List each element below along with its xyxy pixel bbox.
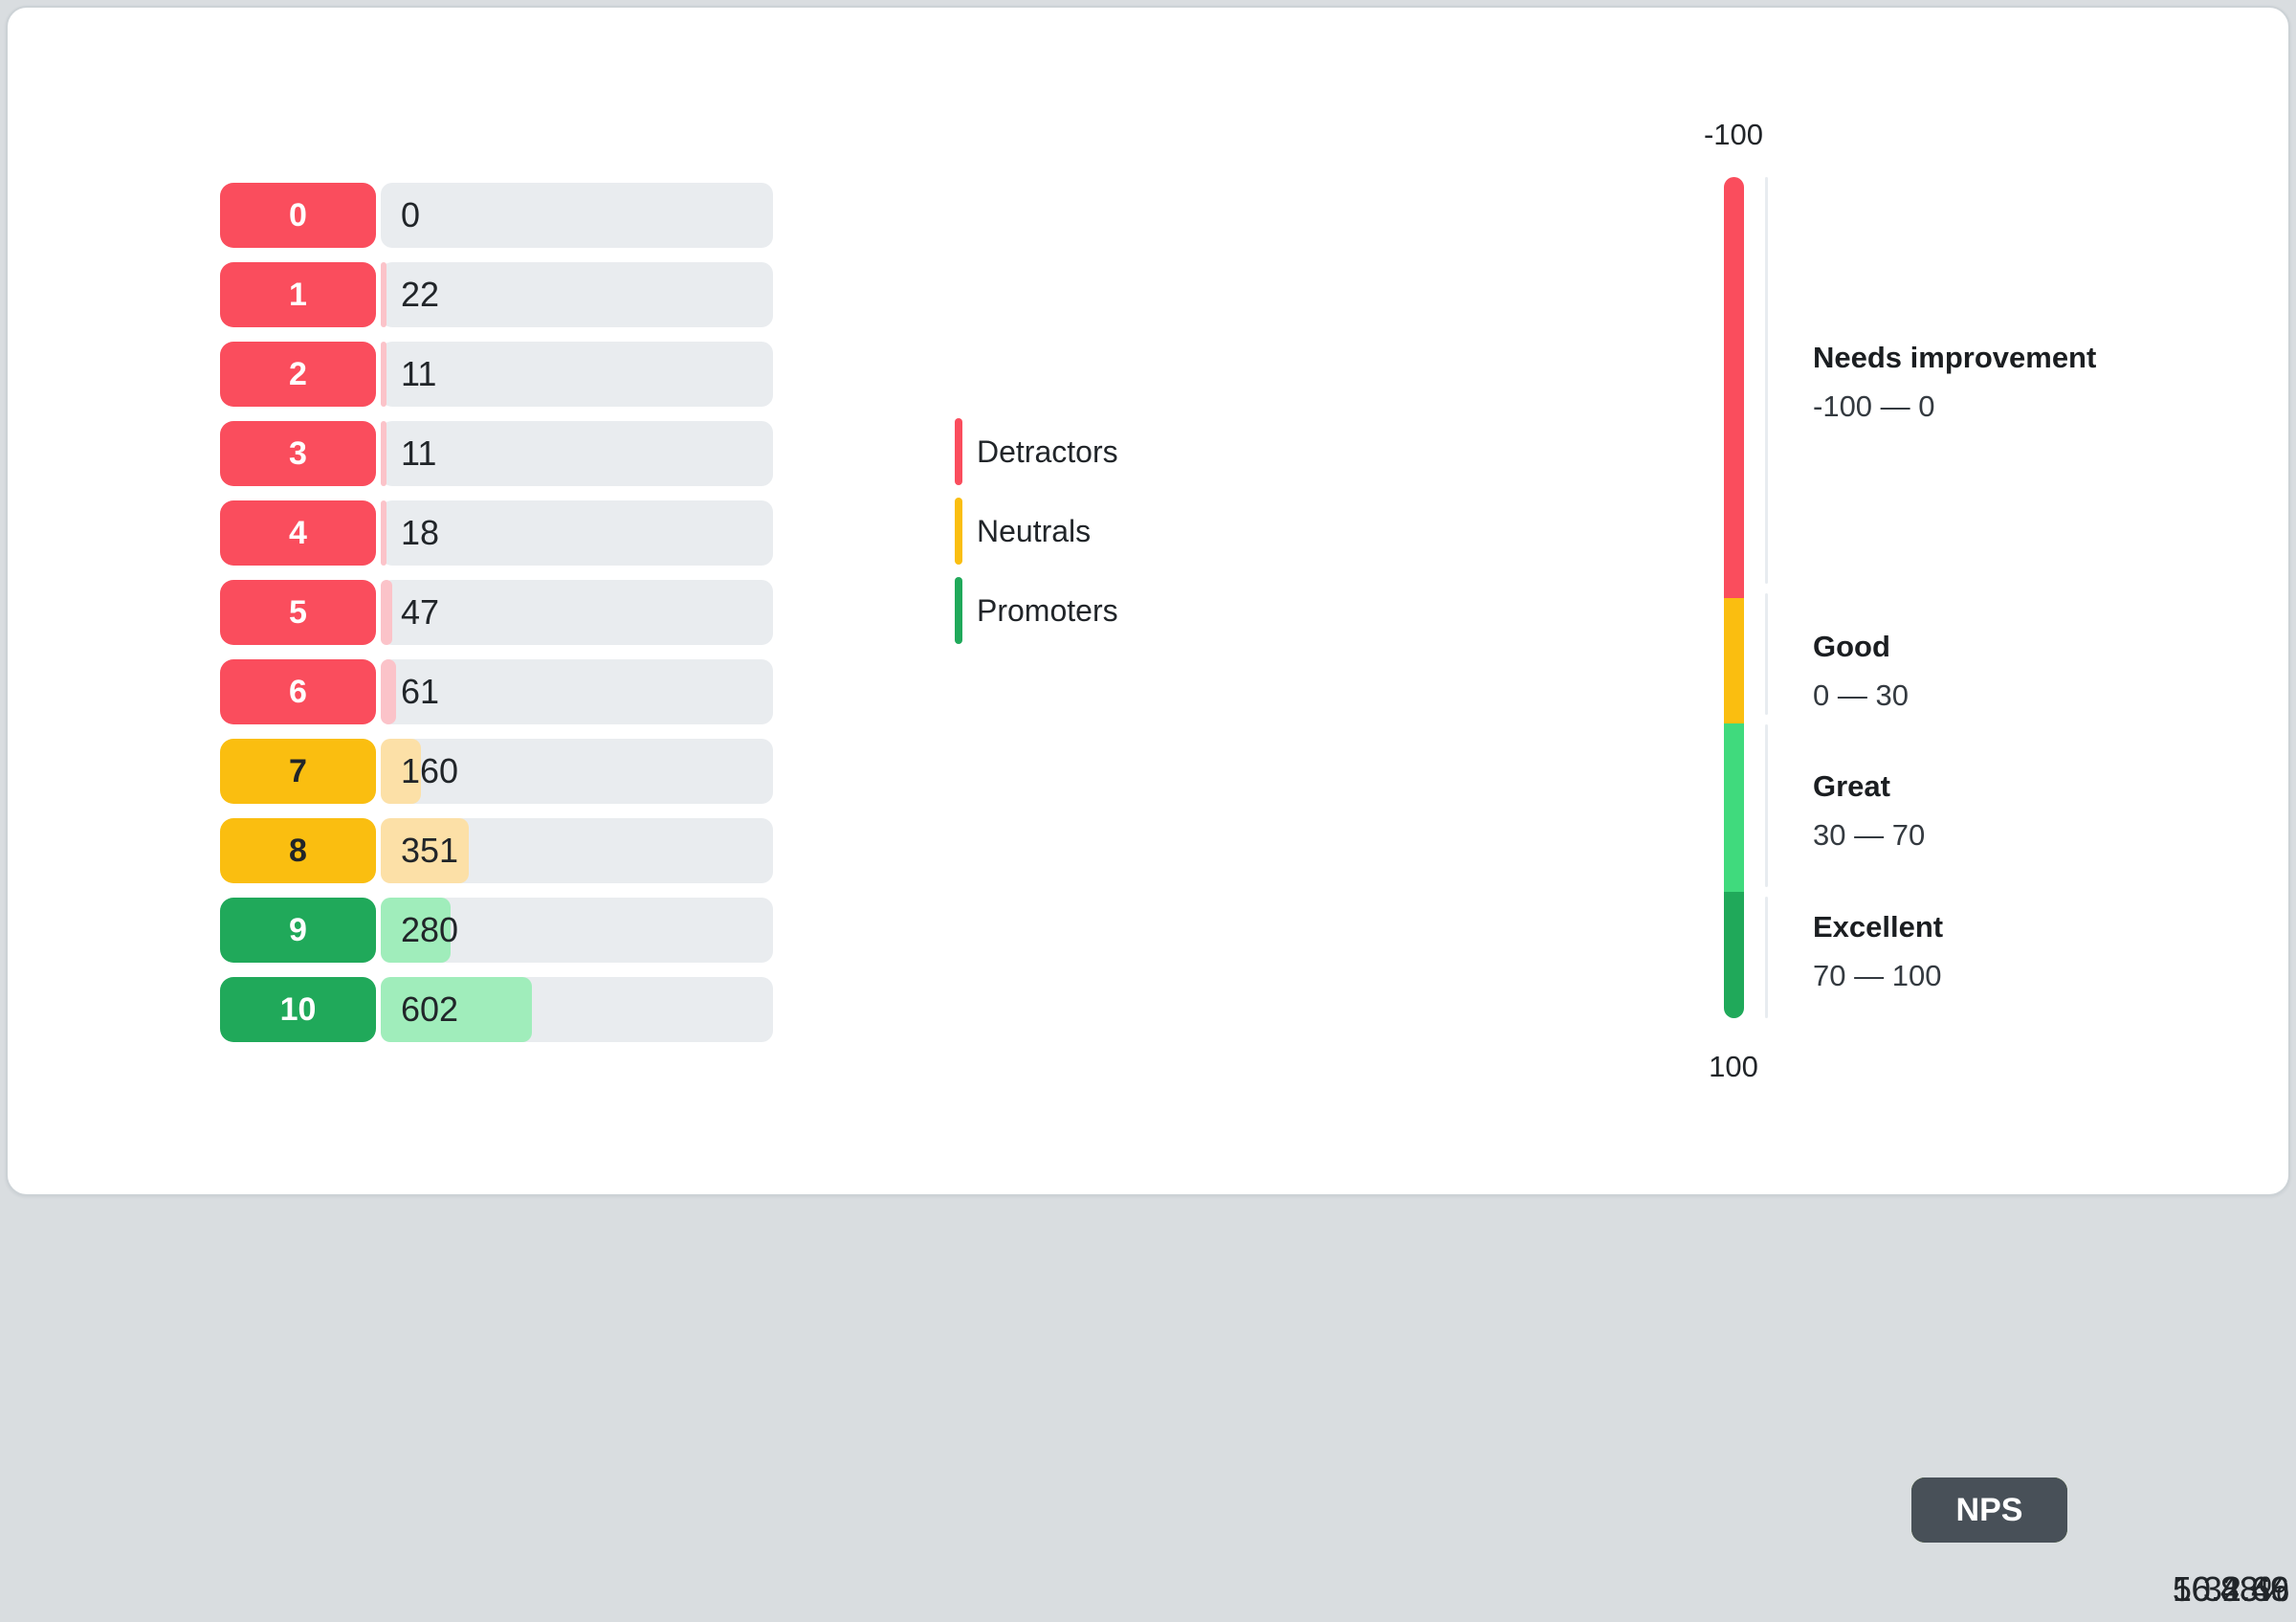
score-label: 0 [220, 183, 376, 248]
legend-label: Detractors [977, 433, 1118, 469]
legend-swatch-promoter [955, 577, 962, 644]
score-row: 5 47 [220, 580, 773, 645]
score-bar-fill [381, 262, 386, 327]
score-row: 9 280 [220, 898, 773, 963]
gauge-category: Good 0 — 30 [1813, 630, 1909, 713]
gauge-category-title: Needs improvement [1813, 341, 2097, 374]
score-bar-track: 351 [381, 818, 773, 883]
gauge-category-range: 30 — 70 [1813, 818, 1926, 852]
score-row: 4 18 [220, 500, 773, 566]
gauge-category: Needs improvement -100 — 0 [1813, 341, 2096, 424]
score-bar-value: 280 [401, 910, 459, 949]
gauge-segment [1724, 177, 1744, 598]
gauge-rail-segment [1765, 177, 1768, 584]
gauge-rail-segment [1765, 592, 1768, 715]
score-bar-track: 61 [381, 659, 773, 724]
gauge-category-title: Excellent [1813, 910, 1944, 944]
legend: Detractors Neutrals Promoters [955, 418, 1118, 644]
gauge-segment [1724, 723, 1744, 893]
score-bar-value: 47 [401, 592, 440, 632]
score-bar-value: 160 [401, 751, 459, 790]
score-bar-value: 11 [401, 433, 437, 473]
gauge-category: Excellent 70 — 100 [1813, 910, 1943, 993]
score-bar-track: 22 [381, 262, 773, 327]
gauge-segment [1724, 597, 1744, 724]
gauge-category-title: Good [1813, 630, 1890, 663]
score-bar-fill [381, 342, 386, 407]
score-label: 4 [220, 500, 376, 566]
nps-gauge-bar [1724, 177, 1744, 1018]
legend-item: Detractors [955, 418, 1118, 485]
gauge-category: Great 30 — 70 [1813, 769, 1925, 853]
score-label: 6 [220, 659, 376, 724]
score-bar-fill [381, 898, 452, 963]
gauge-rail-segment [1765, 723, 1768, 887]
legend-item: Promoters [955, 577, 1118, 644]
summary-label: NPS [1911, 1478, 2067, 1543]
score-row: 8 351 [220, 818, 773, 883]
score-bar-track: 11 [381, 421, 773, 486]
score-bar-fill [381, 739, 421, 804]
score-label: 10 [220, 977, 376, 1042]
summary-row: NPS 46 [1911, 1478, 2296, 1609]
score-bar-track: 18 [381, 500, 773, 566]
score-row: 3 11 [220, 421, 773, 486]
score-label: 3 [220, 421, 376, 486]
score-bar-track: 602 [381, 977, 773, 1042]
score-bar-track: 47 [381, 580, 773, 645]
gauge-min-label: 100 [1709, 1050, 1758, 1083]
score-bar-value: 351 [401, 831, 459, 870]
gauge-max-label: -100 [1703, 118, 1764, 151]
nps-gauge-rail [1765, 177, 1768, 1018]
score-row: 7 160 [220, 739, 773, 804]
score-bar-track: 160 [381, 739, 773, 804]
score-label: 8 [220, 818, 376, 883]
gauge-category-range: 0 — 30 [1813, 678, 1909, 712]
score-bar-fill [381, 818, 470, 883]
legend-label: Promoters [977, 592, 1118, 628]
gauge-category-range: -100 — 0 [1813, 389, 1935, 423]
legend-swatch-neutral [955, 498, 962, 565]
gauge-segment [1724, 892, 1744, 1018]
score-bar-value: 11 [401, 354, 437, 393]
score-bar-fill [381, 421, 386, 486]
score-bar-value: 18 [401, 513, 440, 552]
score-bar-fill [381, 580, 393, 645]
legend-swatch-detractor [955, 418, 962, 485]
score-row: 6 61 [220, 659, 773, 724]
score-bar-track: 280 [381, 898, 773, 963]
score-label: 1 [220, 262, 376, 327]
score-bar-track: 0 [381, 183, 773, 248]
score-row: 10 602 [220, 977, 773, 1042]
score-bar-fill [381, 659, 396, 724]
gauge-category-range: 70 — 100 [1813, 959, 1942, 992]
score-bar-fill [381, 500, 386, 566]
score-bar-value: 22 [401, 275, 440, 314]
nps-distribution-chart: 0 0 1 22 2 11 3 11 4 18 5 47 6 61 7 160 8 351 9 280 10 602 [220, 183, 773, 1042]
score-row: 1 22 [220, 262, 773, 327]
score-label: 5 [220, 580, 376, 645]
legend-label: Neutrals [977, 513, 1092, 548]
score-label: 7 [220, 739, 376, 804]
score-label: 2 [220, 342, 376, 407]
score-label: 9 [220, 898, 376, 963]
summary-value: 46 [2250, 1569, 2289, 1609]
gauge-category-title: Great [1813, 769, 1890, 803]
score-bar-track: 11 [381, 342, 773, 407]
legend-item: Neutrals [955, 498, 1118, 565]
score-bar-value: 0 [401, 195, 421, 234]
score-bar-value: 61 [401, 672, 440, 711]
score-bar-fill [381, 977, 532, 1042]
score-row: 2 11 [220, 342, 773, 407]
score-bar-value: 602 [401, 989, 459, 1029]
gauge-rail-segment [1765, 896, 1768, 1018]
